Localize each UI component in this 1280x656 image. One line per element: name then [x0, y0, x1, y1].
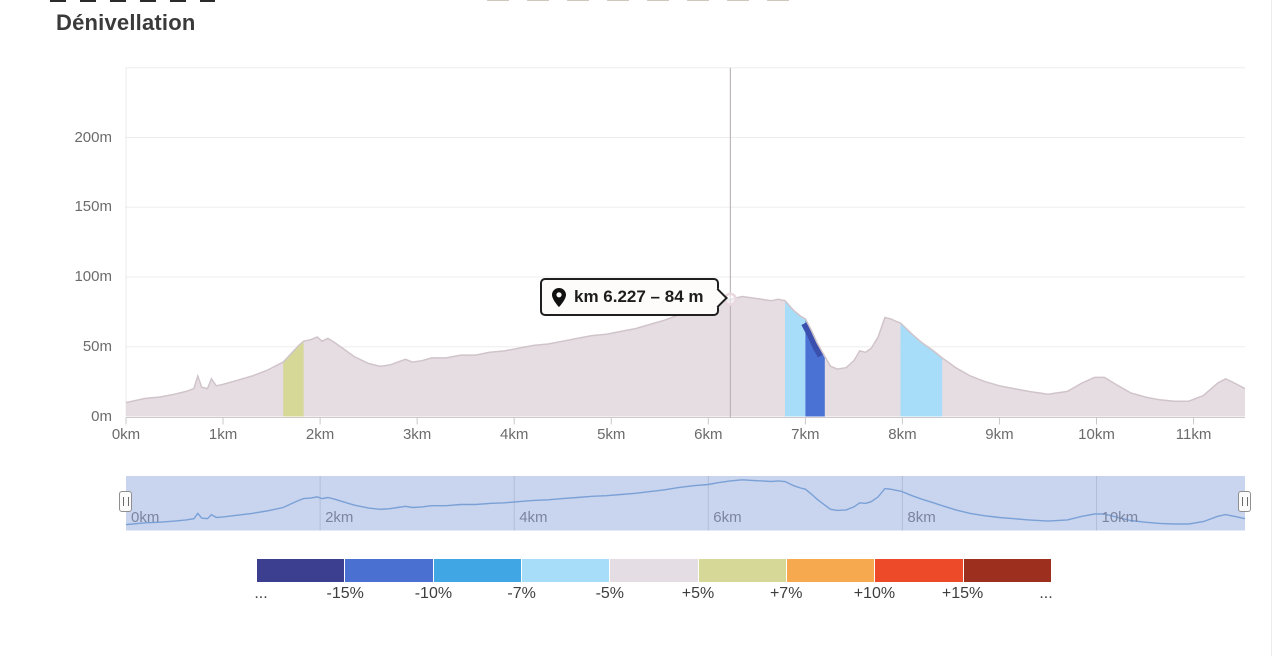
elevation-tooltip: km 6.227 – 84 m: [540, 278, 729, 316]
y-axis-label-100m: 100m: [74, 268, 112, 285]
y-axis-label-150m: 150m: [74, 198, 112, 216]
x-axis-label-3km: 3km: [402, 426, 432, 443]
x-axis-label-6km: 6km: [694, 426, 723, 443]
navigator-label-8km: 8km: [907, 509, 936, 526]
navigator-mini-profile: [125, 479, 1246, 526]
legend-label-plus7: +7%: [769, 585, 803, 602]
location-pin-icon: [552, 287, 566, 307]
legend-label-minus5: -5%: [595, 585, 625, 602]
navigator-right-handle[interactable]: [1238, 491, 1251, 512]
x-axis-label-7km: 7km: [791, 426, 820, 443]
legend-label-plus5: +5%: [681, 585, 715, 602]
x-axis-label-4km: 4km: [500, 426, 529, 443]
gradient-band-2: [805, 318, 825, 417]
navigator-label-10km: 10km: [1101, 509, 1139, 526]
gradient-legend: [257, 559, 1051, 582]
navigator-label-6km: 6km: [713, 509, 742, 526]
x-axis-label-10km: 10km: [1078, 426, 1115, 443]
legend-swatch-minus7: [521, 559, 610, 582]
x-axis-label-11km: 11km: [1175, 426, 1212, 443]
legend-swatch-flat: [610, 559, 698, 582]
x-axis-label-2km: 2km: [305, 426, 335, 443]
navigator-left-handle[interactable]: [119, 491, 132, 512]
steep-descent-edge: [801, 320, 826, 358]
y-axis-label-0m: 0m: [91, 407, 112, 425]
navigator-label-2km: 2km: [325, 509, 354, 526]
grip-lines-icon: [122, 497, 129, 506]
legend-label-plus15: +15%: [941, 585, 984, 602]
legend-label-minus7: -7%: [507, 585, 536, 602]
grip-lines-icon: [1241, 497, 1248, 506]
legend-label-max-ellipsis: ...: [1039, 585, 1053, 602]
x-axis-label-8km: 8km: [888, 426, 917, 443]
y-axis-label-200m: 200m: [74, 128, 112, 146]
x-axis-label-1km: 1km: [208, 426, 238, 443]
legend-swatch-minus15: [345, 559, 433, 582]
legend-label-min-ellipsis: ...: [254, 585, 268, 602]
clipped-text-artifact-2: [487, 0, 802, 1]
navigator-label-4km: 4km: [519, 509, 548, 526]
chart-hover-area[interactable]: [126, 68, 1245, 418]
clipped-text-artifact: [50, 0, 215, 2]
y-axis-label-50m: 50m: [82, 337, 112, 355]
x-axis-label-0km: 0km: [111, 426, 141, 443]
tooltip-text: km 6.227 – 84 m: [574, 287, 704, 306]
legend-swatch-steep-descent: [257, 559, 345, 582]
legend-label-minus10: -10%: [414, 585, 453, 602]
gradient-band-1: [785, 300, 806, 417]
legend-label-minus15: -15%: [326, 585, 364, 602]
legend-swatch-plus7: [786, 559, 875, 582]
navigator-selected-range[interactable]: [126, 476, 1245, 531]
panel-right-border: [1271, 0, 1272, 656]
gradient-band-3: [900, 323, 943, 417]
page-title: Dénivellation: [56, 10, 196, 35]
elevation-area: [126, 296, 1245, 417]
legend-swatch-steep-ascent: [963, 559, 1051, 582]
navigator-label-0km: 0km: [131, 509, 160, 526]
legend-swatch-plus5: [698, 559, 786, 582]
x-axis-label-5km: 5km: [597, 426, 626, 443]
gradient-band-0: [283, 341, 304, 417]
legend-swatch-plus10: [875, 559, 963, 582]
legend-label-plus10: +10%: [853, 585, 896, 602]
x-axis-label-9km: 9km: [985, 426, 1014, 443]
navigator-brush-area[interactable]: [126, 476, 1245, 530]
legend-swatch-minus10: [433, 559, 521, 582]
